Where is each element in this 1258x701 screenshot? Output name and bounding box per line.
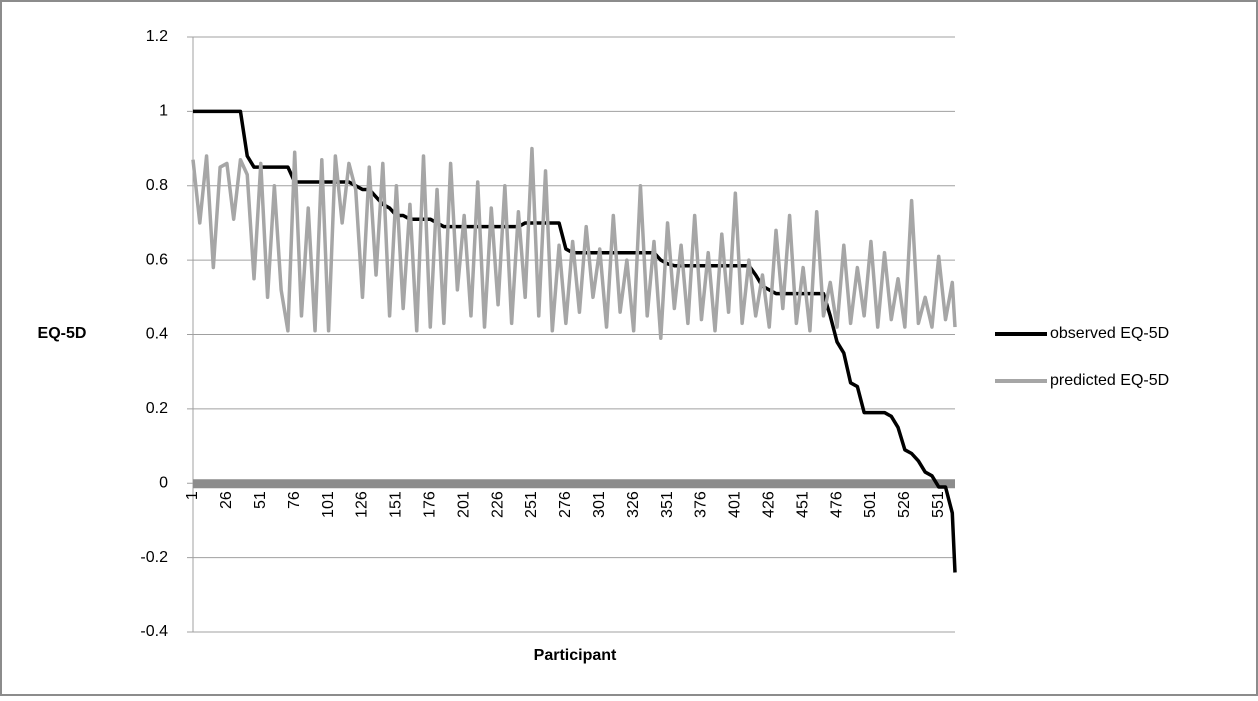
x-tick-label: 51 xyxy=(252,491,269,509)
x-tick-label: 326 xyxy=(625,491,642,518)
y-tick-label: -0.4 xyxy=(140,623,168,640)
x-tick-label: 1 xyxy=(184,491,201,500)
x-tick-label: 401 xyxy=(727,491,744,518)
y-axis-label: EQ-5D xyxy=(38,325,87,342)
y-tick-label: 0.4 xyxy=(146,326,168,343)
x-axis-ticks xyxy=(193,479,955,489)
legend-label: predicted EQ-5D xyxy=(1050,372,1169,389)
y-tick-label: 0 xyxy=(159,474,168,491)
y-tick-label: 0.6 xyxy=(146,251,168,268)
x-tick-label: 451 xyxy=(794,491,811,518)
x-tick-label: 101 xyxy=(320,491,337,518)
x-tick-label: 301 xyxy=(591,491,608,518)
series-line xyxy=(191,146,957,340)
x-axis-label: Participant xyxy=(534,647,617,664)
x-tick-label: 226 xyxy=(489,491,506,518)
y-tick-label: 1.2 xyxy=(146,28,168,45)
x-tick-label: 476 xyxy=(828,491,845,518)
x-tick-label: 151 xyxy=(388,491,405,518)
x-tick-label: 26 xyxy=(218,491,235,509)
x-tick-label: 76 xyxy=(286,491,303,509)
x-tick-label: 276 xyxy=(557,491,574,518)
legend-label: observed EQ-5D xyxy=(1050,325,1169,342)
x-tick-label: 251 xyxy=(523,491,540,518)
x-tick-label: 526 xyxy=(896,491,913,518)
x-tick-label: 351 xyxy=(659,491,676,518)
y-tick-label: -0.2 xyxy=(140,549,168,566)
y-tick-label: 0.8 xyxy=(146,177,168,194)
x-tick-label: 426 xyxy=(760,491,777,518)
x-tick-label: 176 xyxy=(421,491,438,518)
x-tick-label: 201 xyxy=(455,491,472,518)
y-tick-label: 0.2 xyxy=(146,400,168,417)
y-tick-label: 1 xyxy=(159,103,168,120)
x-tick-label: 126 xyxy=(354,491,371,518)
x-tick-label: 501 xyxy=(862,491,879,518)
x-tick-label: 376 xyxy=(693,491,710,518)
x-tick-label: 551 xyxy=(930,491,947,518)
